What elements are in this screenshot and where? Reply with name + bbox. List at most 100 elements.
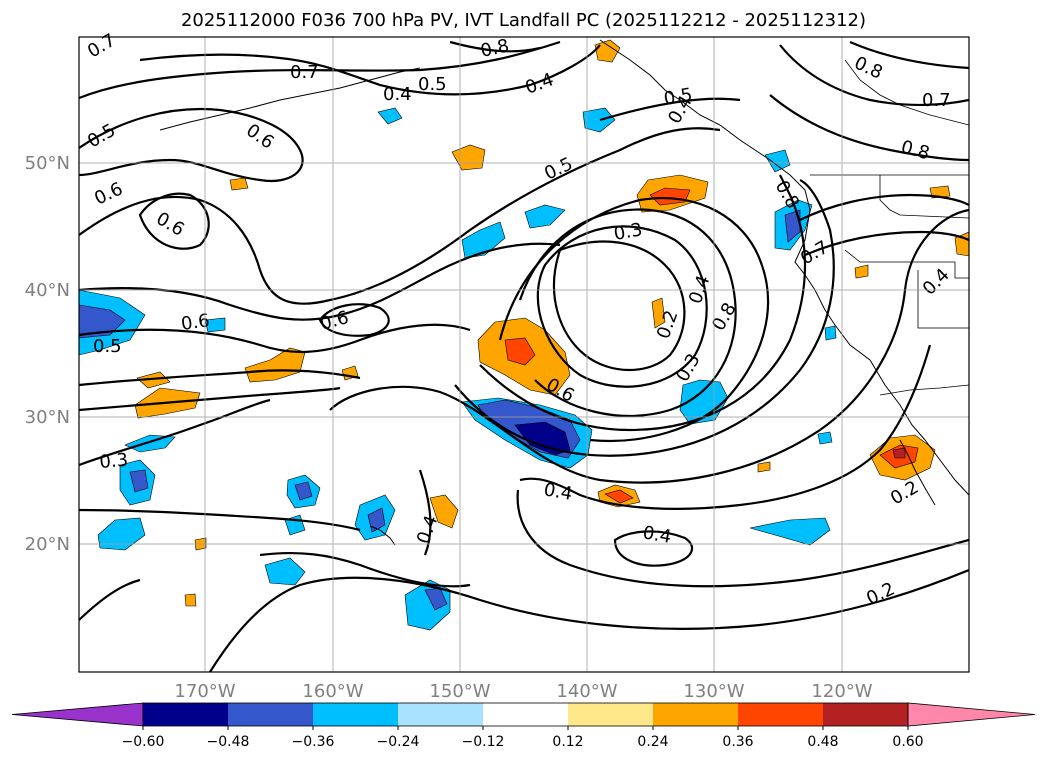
state-border — [879, 175, 969, 219]
lat-label: 20°N — [25, 534, 70, 555]
contour-label: 0.5 — [93, 336, 122, 357]
pv-contour — [519, 344, 932, 510]
colorbar-segment — [313, 703, 398, 726]
colorbar-tick-label: −0.60 — [122, 734, 165, 750]
positive-anomaly-area — [504, 337, 536, 366]
pv-contour — [599, 97, 741, 122]
colorbar-segment — [143, 703, 228, 726]
pv-contour — [79, 398, 271, 467]
latitude-labels: 50°N 40°N 30°N 20°N — [25, 153, 70, 555]
pv-contour — [536, 225, 708, 388]
longitude-labels: 170°W 160°W 150°W 140°W 130°W 120°W — [174, 681, 872, 702]
coastline — [599, 39, 969, 496]
coastline — [369, 525, 396, 546]
negative-anomaly-area — [264, 557, 306, 586]
contour-label: 0.7 — [922, 90, 951, 111]
pv-contour — [79, 369, 361, 387]
lon-label: 170°W — [174, 681, 235, 702]
gridlines — [79, 37, 969, 672]
colorbar-tick-label: −0.48 — [207, 734, 250, 750]
lat-label: 50°N — [25, 153, 70, 174]
negative-anomaly-area — [294, 481, 313, 501]
pv-contour — [79, 107, 304, 183]
positive-anomaly-area — [892, 447, 906, 459]
colorbar-segment — [228, 703, 313, 726]
lat-label: 40°N — [25, 280, 70, 301]
colorbar-tick-label: 0.12 — [552, 734, 583, 750]
lon-label: 150°W — [429, 681, 490, 702]
pv-contour — [79, 578, 141, 621]
pv-contour — [849, 40, 969, 70]
colorbar-tick-label: 0.60 — [892, 734, 923, 750]
pv-contour — [779, 44, 969, 107]
colorbar-outline — [142, 702, 909, 727]
colorbar-segment — [483, 703, 568, 726]
pv-contour — [79, 508, 361, 532]
pv-contour — [209, 568, 969, 672]
contour-label: 0.4 — [383, 84, 412, 105]
negative-anomaly-area — [824, 325, 837, 341]
positive-anomaly-area — [649, 187, 691, 206]
contour-label: 0.5 — [418, 74, 447, 95]
positive-anomaly-area — [604, 489, 634, 504]
negative-anomaly-area — [784, 209, 801, 243]
contour-label: 0.6 — [180, 310, 211, 335]
colorbar-tick-label: −0.36 — [292, 734, 335, 750]
pv-contour — [449, 40, 541, 53]
contour-label: 0.5 — [662, 84, 694, 110]
colorbar-segment — [653, 703, 738, 726]
pv-contour — [613, 530, 693, 567]
contour-label: 0.3 — [99, 450, 129, 473]
state-border — [917, 270, 969, 329]
lon-label: 120°W — [811, 681, 872, 702]
negative-anomaly-area — [377, 107, 403, 125]
pv-contour — [516, 489, 969, 588]
negative-anomaly-area — [124, 434, 176, 453]
negative-anomaly-area — [764, 149, 791, 173]
colorbar-segment — [738, 703, 823, 726]
negative-anomaly-area — [204, 317, 226, 333]
lon-label: 160°W — [302, 681, 363, 702]
contour-label: 0.3 — [612, 219, 644, 245]
state-border — [844, 59, 969, 126]
pv-contour — [318, 303, 390, 337]
lon-label: 130°W — [683, 681, 744, 702]
positive-anomaly-area — [229, 177, 249, 191]
pv-contour — [479, 174, 807, 432]
pv-contour — [799, 193, 969, 221]
positive-anomaly-area — [429, 494, 459, 529]
colorbar-tick-label: 0.24 — [637, 734, 668, 750]
map-frame — [78, 36, 970, 673]
negative-anomaly-area — [749, 517, 831, 546]
country-border — [879, 384, 969, 396]
lat-label: 30°N — [25, 407, 70, 428]
ivt-anomaly-fills — [79, 39, 969, 631]
colorbar-segment — [823, 703, 908, 726]
negative-anomaly-area — [97, 517, 146, 551]
negative-anomaly-area — [79, 304, 126, 339]
colorbar: −0.60 −0.48 −0.36 −0.24 −0.12 0.12 0.24 0.36 0.4… — [11, 702, 1036, 750]
state-border — [844, 249, 969, 279]
colorbar-segment — [398, 703, 483, 726]
pv-contour — [418, 469, 432, 556]
positive-anomaly-area — [244, 347, 306, 383]
negative-anomaly-area — [524, 204, 566, 229]
pv-contour — [79, 40, 561, 100]
positive-anomaly-area — [757, 461, 771, 473]
coastline — [899, 439, 936, 506]
pv-contours — [79, 40, 969, 672]
positive-anomaly-area — [184, 593, 197, 607]
negative-anomaly-area — [129, 469, 149, 493]
negative-anomaly-area — [582, 107, 616, 133]
pv-contour — [454, 179, 835, 457]
positive-anomaly-area — [929, 185, 951, 199]
lon-label: 140°W — [556, 681, 617, 702]
pv-contour — [79, 323, 471, 354]
colorbar-segment — [568, 703, 653, 726]
negative-anomaly-area — [514, 421, 571, 456]
pv-contour — [804, 230, 969, 257]
colorbar-extend-high — [907, 702, 1036, 727]
colorbar-tick-label: −0.12 — [462, 734, 505, 750]
positive-anomaly-area — [854, 264, 869, 279]
